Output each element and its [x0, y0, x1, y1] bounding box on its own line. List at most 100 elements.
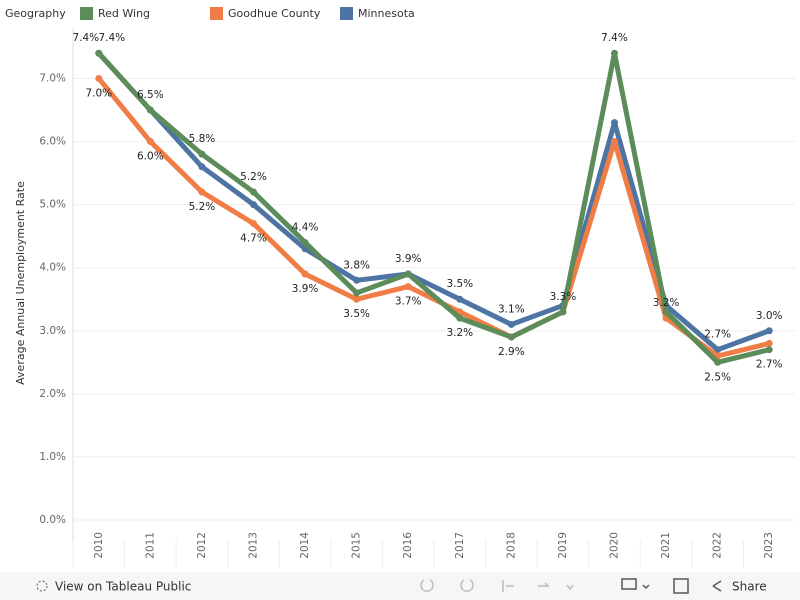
value-label: 7.4% [98, 32, 125, 44]
toolbar-icons-active [621, 578, 722, 594]
x-tick-label: 2021 [660, 532, 672, 559]
data-point [611, 49, 618, 57]
value-label: 7.4% [72, 32, 99, 44]
y-axis-label: Average Annual Unemployment Rate [14, 181, 27, 385]
series-line [96, 50, 770, 365]
data-point [353, 276, 361, 284]
legend-label: Minnesota [358, 7, 415, 20]
toolbar-icons [420, 579, 574, 592]
value-label: 6.0% [137, 151, 164, 163]
data-point [611, 119, 618, 127]
tableau-icon [36, 580, 48, 592]
y-tick-label: 4.0% [39, 262, 66, 274]
data-point [765, 346, 773, 354]
x-tick-label: 2017 [454, 532, 466, 559]
y-tick-label: 0.0% [39, 514, 66, 526]
data-point [353, 289, 361, 297]
data-point [353, 295, 361, 303]
value-label: 3.7% [395, 296, 422, 308]
pause-icon[interactable] [566, 584, 574, 591]
data-point [456, 314, 464, 322]
data-point [301, 270, 309, 278]
download-icon[interactable] [621, 578, 637, 590]
data-point [662, 308, 670, 316]
data-point [507, 333, 515, 341]
data-point [198, 188, 206, 196]
undo-icon[interactable] [420, 579, 434, 592]
data-point [559, 308, 567, 316]
value-label: 3.2% [653, 297, 680, 309]
x-tick-label: 2023 [763, 532, 775, 559]
data-point [765, 327, 773, 335]
value-label: 4.7% [240, 233, 267, 245]
data-point [250, 220, 257, 228]
y-tick-label: 3.0% [39, 325, 66, 337]
x-tick-label: 2015 [351, 532, 363, 559]
value-label: 5.2% [240, 171, 267, 183]
x-tick-label: 2018 [505, 532, 517, 559]
value-label: 2.9% [498, 346, 525, 358]
value-label: 2.7% [704, 329, 731, 341]
data-point [404, 270, 412, 278]
x-tick-label: 2020 [609, 532, 621, 559]
value-label: 3.5% [446, 278, 473, 290]
refresh-icon[interactable] [538, 582, 550, 587]
value-label: 3.0% [756, 310, 783, 322]
legend-label: Red Wing [98, 7, 150, 20]
data-point [404, 283, 412, 291]
x-tick-label: 2016 [402, 532, 414, 559]
value-label: 4.4% [292, 221, 319, 233]
legend-label: Goodhue County [228, 7, 321, 20]
value-label: 5.8% [189, 133, 216, 145]
data-point [714, 346, 722, 354]
data-point [198, 163, 206, 171]
share-icon[interactable] [712, 580, 722, 592]
data-point [507, 320, 515, 328]
y-tick-label: 7.0% [39, 72, 66, 84]
value-label: 3.2% [446, 327, 473, 339]
data-point [146, 138, 154, 146]
data-point [456, 295, 464, 303]
value-label: 3.3% [550, 291, 577, 303]
toolbar [0, 572, 800, 600]
value-label: 3.8% [343, 259, 370, 271]
share-text[interactable]: Share [732, 580, 767, 594]
view-link[interactable]: View on Tableau Public [36, 580, 191, 594]
x-tick-label: 2014 [299, 532, 311, 559]
value-label: 7.4% [601, 32, 628, 44]
data-point [198, 150, 206, 158]
x-tick-label: 2011 [144, 532, 156, 559]
x-tick-label: 2010 [93, 532, 105, 559]
value-label: 5.2% [189, 201, 216, 213]
value-label: 3.5% [343, 308, 370, 320]
data-point [250, 188, 257, 196]
view-link-text[interactable]: View on Tableau Public [55, 580, 191, 594]
value-label: 2.5% [704, 371, 731, 383]
legend-swatch [80, 7, 93, 20]
value-label: 2.7% [756, 359, 783, 371]
redo-icon[interactable] [460, 579, 474, 592]
data-point [250, 201, 257, 209]
x-tick-label: 2019 [557, 532, 569, 559]
value-label: 6.5% [137, 89, 164, 101]
legend-swatch [340, 7, 353, 20]
y-tick-label: 6.0% [39, 136, 66, 148]
y-tick-label: 5.0% [39, 199, 66, 211]
y-tick-label: 2.0% [39, 388, 66, 400]
legend-swatch [210, 7, 223, 20]
data-point [95, 49, 103, 57]
x-tick-label: 2012 [196, 532, 208, 559]
revert-icon[interactable] [502, 580, 514, 592]
data-point [611, 138, 618, 146]
data-point [301, 238, 309, 246]
x-tick-label: 2013 [248, 532, 260, 559]
data-point [95, 74, 103, 82]
download-menu[interactable] [642, 584, 650, 590]
data-point [714, 358, 722, 366]
data-point [146, 106, 154, 114]
value-label: 3.1% [498, 303, 525, 315]
data-point [765, 339, 773, 347]
value-label: 3.9% [292, 283, 319, 295]
fullscreen-icon[interactable] [673, 578, 689, 594]
